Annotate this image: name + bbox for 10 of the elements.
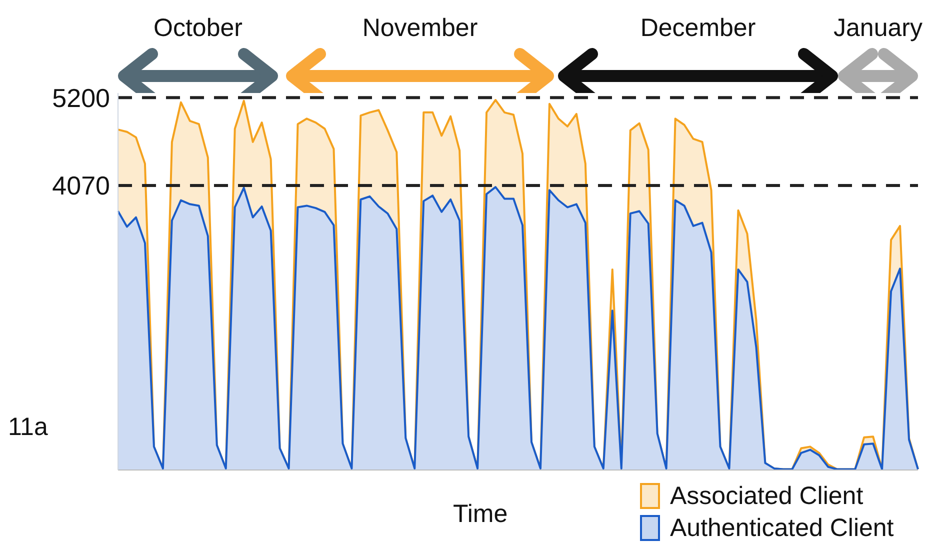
y-tick-label: 4070 bbox=[52, 170, 110, 201]
text: 11a bbox=[8, 413, 48, 442]
text: January bbox=[834, 14, 923, 42]
legend-label: Associated Client bbox=[670, 482, 864, 510]
text: November bbox=[362, 14, 478, 42]
text: October bbox=[154, 14, 242, 42]
y-tick-label: 5200 bbox=[52, 82, 110, 113]
x-axis-title: Time bbox=[453, 500, 508, 529]
text: December bbox=[640, 14, 756, 42]
legend-label: Authenticated Client bbox=[670, 514, 894, 542]
